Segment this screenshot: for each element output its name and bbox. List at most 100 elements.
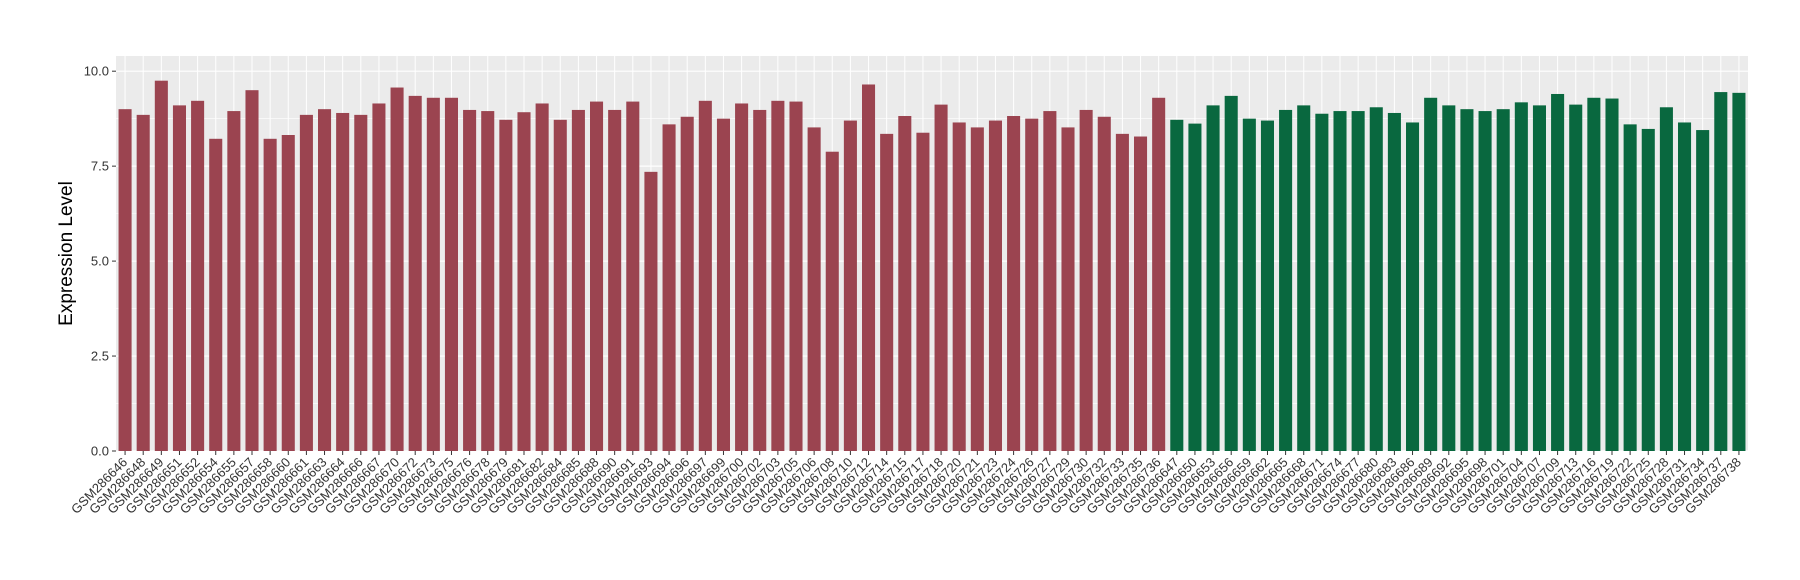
- bar: [136, 114, 150, 452]
- bar: [1659, 107, 1673, 451]
- bar: [172, 105, 186, 451]
- bar: [1206, 105, 1220, 451]
- bar: [1369, 107, 1383, 451]
- bar: [408, 95, 422, 451]
- bar: [209, 138, 223, 451]
- bar: [1043, 111, 1057, 451]
- bar: [1696, 130, 1710, 451]
- bar: [263, 138, 277, 451]
- bar: [716, 118, 730, 451]
- bar: [1605, 98, 1619, 452]
- bar: [825, 151, 839, 451]
- bar: [571, 109, 585, 452]
- bar: [1279, 109, 1293, 452]
- plot-panel: [116, 56, 1748, 451]
- y-tick-label: 2.5: [91, 349, 109, 364]
- bar: [354, 114, 368, 452]
- bar: [463, 109, 477, 452]
- bar: [843, 120, 857, 451]
- bar: [390, 87, 404, 451]
- bar: [1079, 109, 1093, 452]
- bar: [626, 101, 640, 452]
- bar: [191, 100, 205, 451]
- bar: [753, 109, 767, 452]
- bar: [880, 133, 894, 451]
- bar: [1260, 120, 1274, 451]
- bar: [1097, 116, 1111, 452]
- bar: [1297, 105, 1311, 451]
- bar: [1333, 111, 1347, 451]
- bar: [535, 103, 549, 452]
- bar: [680, 116, 694, 452]
- bar: [336, 112, 350, 451]
- bar: [789, 101, 803, 452]
- grid-minor: [116, 118, 1748, 404]
- bar: [988, 120, 1002, 451]
- bar: [934, 104, 948, 451]
- bar: [1025, 118, 1039, 451]
- bar: [1569, 104, 1583, 451]
- bar: [553, 119, 567, 452]
- bar: [118, 109, 132, 451]
- bar: [1551, 93, 1565, 451]
- bar: [1242, 118, 1256, 451]
- bar: [1460, 109, 1474, 451]
- bar: [1514, 102, 1528, 451]
- bar: [318, 109, 332, 451]
- bar: [299, 114, 313, 452]
- bar: [698, 100, 712, 451]
- bar: [245, 90, 259, 452]
- bars: [118, 80, 1746, 452]
- bar: [372, 103, 386, 452]
- bar: [1115, 133, 1129, 451]
- bar: [1623, 124, 1637, 451]
- bar: [1424, 97, 1438, 452]
- bar: [952, 122, 966, 452]
- bar: [1714, 92, 1728, 452]
- bar: [1678, 122, 1692, 452]
- y-tick-label: 10.0: [84, 64, 109, 79]
- bar: [1152, 97, 1166, 452]
- bar: [444, 97, 458, 452]
- x-axis: GSM286646GSM286648GSM286649GSM286651GSM2…: [68, 451, 1744, 517]
- y-axis-title: Expression Level: [56, 181, 77, 326]
- bar: [1641, 128, 1655, 451]
- bar: [1134, 136, 1148, 451]
- bar: [499, 119, 513, 452]
- bar: [807, 127, 821, 452]
- bar: [1532, 105, 1546, 451]
- bar: [154, 80, 168, 451]
- bar: [662, 124, 676, 451]
- bar: [735, 103, 749, 452]
- bar: [1224, 95, 1238, 451]
- y-tick-label: 0.0: [91, 444, 109, 459]
- bar: [517, 112, 531, 451]
- bar: [970, 127, 984, 452]
- bar: [608, 109, 622, 452]
- bar: [1188, 123, 1202, 451]
- bar: [1587, 97, 1601, 452]
- bar: [862, 84, 876, 451]
- bar: [590, 101, 604, 452]
- bar: [281, 135, 295, 451]
- y-tick-label: 7.5: [91, 159, 109, 174]
- bar: [227, 111, 241, 451]
- bar: [898, 116, 912, 451]
- bar: [1732, 92, 1746, 452]
- bar: [1351, 111, 1365, 451]
- bar: [481, 111, 495, 451]
- bar: [1442, 105, 1456, 451]
- bar: [1478, 111, 1492, 451]
- bar: [1061, 127, 1075, 452]
- y-axis: 0.0 2.5 5.0 7.5 10.0: [84, 64, 116, 459]
- bar: [1170, 119, 1184, 452]
- y-tick-label: 5.0: [91, 254, 109, 269]
- bar: [1496, 109, 1510, 451]
- bar: [1387, 112, 1401, 451]
- bar: [644, 171, 658, 451]
- bar: [426, 97, 440, 452]
- bar: [1315, 113, 1329, 451]
- bar: [916, 132, 930, 451]
- bar: [1406, 122, 1420, 452]
